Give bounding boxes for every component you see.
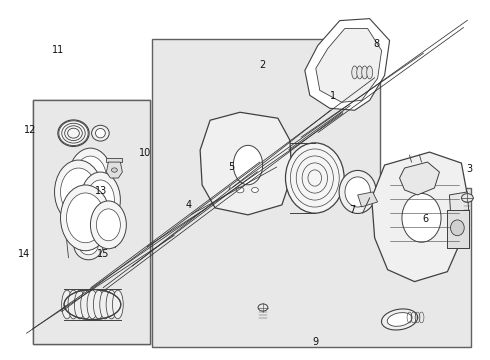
Polygon shape bbox=[305, 19, 390, 110]
Ellipse shape bbox=[97, 209, 121, 241]
Ellipse shape bbox=[286, 143, 344, 213]
Text: 3: 3 bbox=[466, 164, 473, 174]
Ellipse shape bbox=[86, 180, 114, 220]
Text: 1: 1 bbox=[330, 91, 336, 101]
Circle shape bbox=[462, 194, 473, 202]
Text: 4: 4 bbox=[186, 200, 192, 210]
Ellipse shape bbox=[74, 290, 85, 319]
Polygon shape bbox=[106, 162, 122, 178]
Ellipse shape bbox=[94, 290, 104, 319]
Ellipse shape bbox=[100, 290, 111, 319]
Ellipse shape bbox=[79, 235, 98, 255]
Text: 10: 10 bbox=[139, 148, 151, 158]
Bar bbox=[33, 100, 150, 345]
Circle shape bbox=[111, 168, 117, 172]
Ellipse shape bbox=[61, 185, 110, 251]
Text: 15: 15 bbox=[97, 248, 109, 258]
Ellipse shape bbox=[81, 290, 92, 319]
Ellipse shape bbox=[68, 290, 79, 319]
Bar bbox=[33, 100, 150, 345]
Polygon shape bbox=[152, 39, 471, 347]
Ellipse shape bbox=[62, 290, 73, 319]
Ellipse shape bbox=[80, 172, 121, 228]
Ellipse shape bbox=[106, 290, 117, 319]
Ellipse shape bbox=[74, 156, 106, 200]
Text: 7: 7 bbox=[349, 206, 356, 216]
Ellipse shape bbox=[339, 170, 376, 213]
Text: 14: 14 bbox=[18, 248, 30, 258]
Ellipse shape bbox=[362, 66, 368, 79]
Ellipse shape bbox=[402, 193, 441, 242]
Circle shape bbox=[251, 188, 258, 193]
Circle shape bbox=[236, 187, 244, 193]
Bar bbox=[447, 210, 469, 248]
Ellipse shape bbox=[357, 66, 363, 79]
Ellipse shape bbox=[233, 145, 263, 185]
Bar bbox=[447, 210, 469, 248]
Ellipse shape bbox=[367, 66, 372, 79]
Ellipse shape bbox=[96, 129, 105, 138]
Ellipse shape bbox=[352, 66, 358, 79]
Polygon shape bbox=[358, 192, 378, 207]
Text: 12: 12 bbox=[24, 125, 36, 135]
Text: 2: 2 bbox=[259, 60, 265, 70]
Ellipse shape bbox=[87, 290, 98, 319]
Ellipse shape bbox=[345, 177, 370, 207]
Text: 9: 9 bbox=[313, 337, 319, 347]
Polygon shape bbox=[449, 192, 469, 225]
Bar bbox=[106, 158, 122, 162]
Ellipse shape bbox=[67, 193, 104, 243]
Text: 13: 13 bbox=[95, 186, 107, 196]
Ellipse shape bbox=[113, 290, 123, 319]
Text: 6: 6 bbox=[423, 215, 429, 224]
Ellipse shape bbox=[69, 148, 112, 208]
Polygon shape bbox=[371, 152, 467, 282]
Ellipse shape bbox=[382, 309, 417, 330]
Ellipse shape bbox=[387, 312, 412, 326]
Polygon shape bbox=[200, 112, 292, 215]
Text: 5: 5 bbox=[228, 162, 234, 172]
Ellipse shape bbox=[61, 168, 97, 216]
Text: 8: 8 bbox=[374, 39, 380, 49]
Polygon shape bbox=[316, 28, 382, 102]
Ellipse shape bbox=[451, 220, 464, 236]
Ellipse shape bbox=[54, 160, 102, 224]
Ellipse shape bbox=[92, 125, 109, 141]
Ellipse shape bbox=[91, 201, 126, 249]
Circle shape bbox=[258, 304, 268, 311]
Ellipse shape bbox=[74, 230, 103, 260]
Polygon shape bbox=[399, 162, 440, 195]
Ellipse shape bbox=[58, 120, 89, 147]
Text: 11: 11 bbox=[52, 45, 65, 55]
